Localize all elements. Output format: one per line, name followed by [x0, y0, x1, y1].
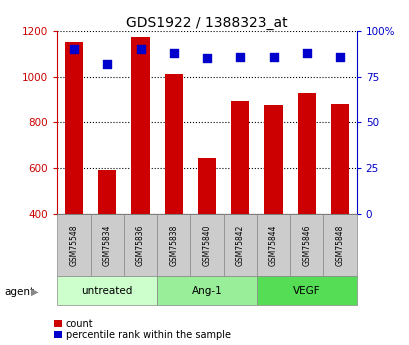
Bar: [231, 101, 249, 214]
Text: GSM75844: GSM75844: [268, 224, 277, 266]
Bar: [190, 214, 223, 276]
Bar: [157, 276, 256, 305]
Bar: [290, 214, 323, 276]
Bar: [98, 170, 116, 214]
Bar: [264, 105, 282, 214]
Bar: [65, 42, 83, 214]
Text: Ang-1: Ang-1: [191, 286, 222, 296]
Bar: [131, 37, 149, 214]
Text: GSM75838: GSM75838: [169, 224, 178, 266]
Point: [203, 56, 210, 61]
Text: agent: agent: [4, 287, 34, 296]
Bar: [124, 214, 157, 276]
Bar: [157, 214, 190, 276]
Legend: count, percentile rank within the sample: count, percentile rank within the sample: [54, 319, 230, 340]
Text: GSM75846: GSM75846: [301, 224, 310, 266]
Bar: [90, 214, 124, 276]
Bar: [223, 214, 256, 276]
Text: VEGF: VEGF: [292, 286, 320, 296]
Bar: [256, 276, 356, 305]
Bar: [198, 158, 216, 214]
Point: [303, 50, 309, 56]
Bar: [256, 214, 290, 276]
Text: untreated: untreated: [81, 286, 133, 296]
Bar: [57, 276, 157, 305]
Point: [71, 47, 77, 52]
Point: [336, 54, 342, 59]
Bar: [297, 93, 315, 214]
Bar: [57, 214, 90, 276]
Point: [270, 54, 276, 59]
Bar: [164, 75, 182, 214]
Bar: [330, 104, 348, 214]
Bar: [323, 214, 356, 276]
Text: GSM75848: GSM75848: [335, 224, 344, 266]
Text: GSM75840: GSM75840: [202, 224, 211, 266]
Point: [236, 54, 243, 59]
Text: GSM75836: GSM75836: [136, 224, 145, 266]
Point: [170, 50, 177, 56]
Point: [104, 61, 110, 67]
Point: [137, 47, 144, 52]
Text: ▶: ▶: [31, 287, 38, 296]
Text: GSM75548: GSM75548: [70, 224, 79, 266]
Text: GSM75842: GSM75842: [235, 224, 244, 266]
Title: GDS1922 / 1388323_at: GDS1922 / 1388323_at: [126, 16, 287, 30]
Text: GSM75834: GSM75834: [103, 224, 112, 266]
